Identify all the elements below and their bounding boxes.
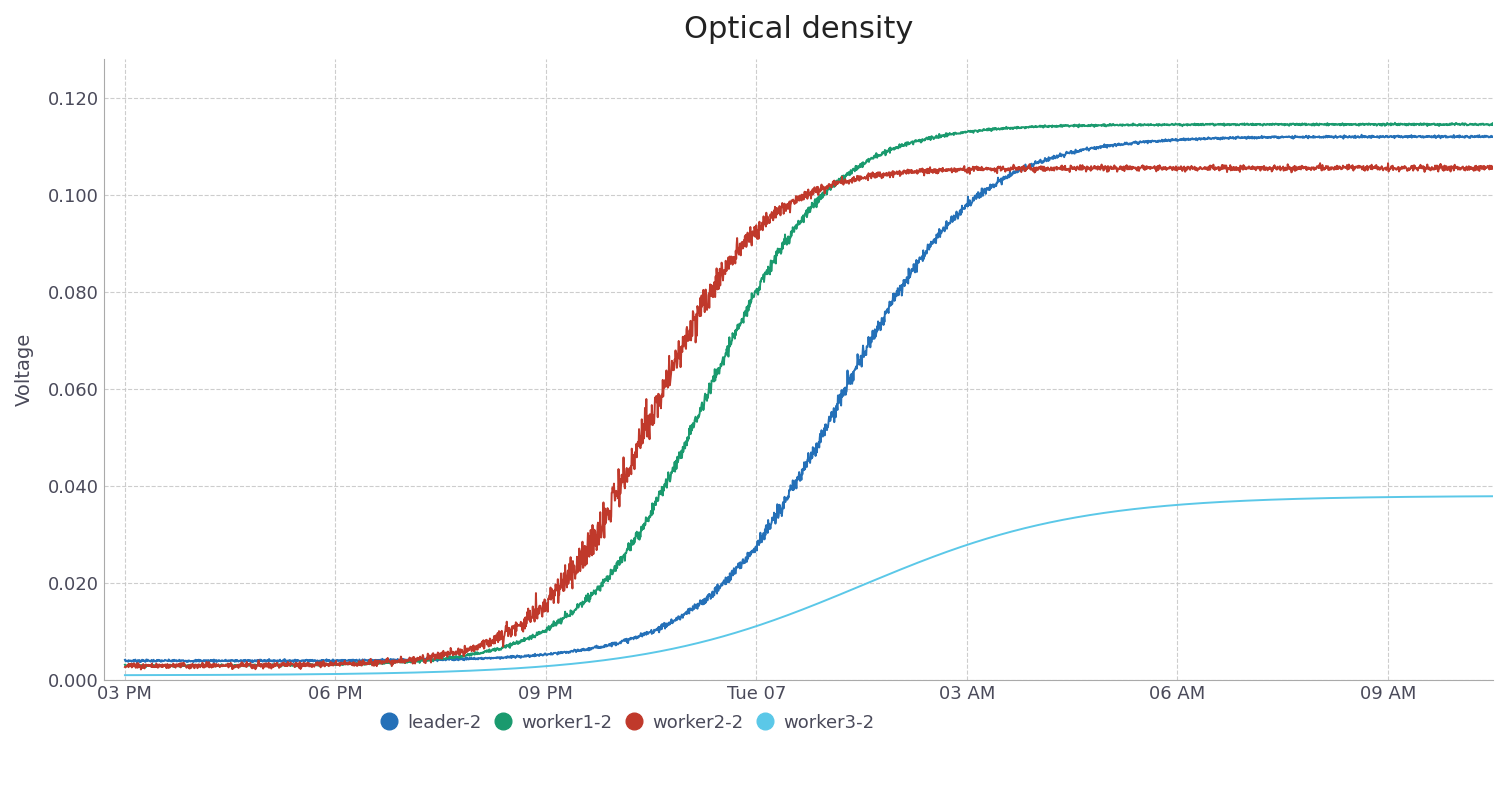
worker1-2 [700, 378, 718, 388]
Legend: leader-2, worker1-2, worker2-2, worker3-2: leader-2, worker1-2, worker2-2, worker3-… [382, 707, 881, 740]
worker1-2 [273, 660, 291, 669]
worker3-2 [1457, 492, 1475, 501]
leader-2 [1484, 132, 1502, 141]
worker3-2 [700, 635, 718, 645]
Line: worker1-2: worker1-2 [125, 123, 1493, 667]
worker3-2 [353, 668, 371, 678]
worker3-2 [1309, 493, 1327, 503]
Title: Optical density: Optical density [683, 15, 914, 44]
Line: worker3-2: worker3-2 [125, 496, 1493, 675]
leader-2 [116, 655, 134, 665]
worker2-2 [273, 659, 291, 668]
worker1-2 [1484, 119, 1502, 128]
leader-2 [1353, 130, 1371, 140]
worker3-2 [271, 670, 290, 680]
worker2-2 [700, 303, 718, 312]
worker2-2 [116, 662, 134, 672]
leader-2 [291, 657, 309, 667]
worker1-2 [1458, 121, 1476, 130]
worker3-2 [116, 670, 134, 680]
Line: worker2-2: worker2-2 [125, 163, 1493, 669]
worker1-2 [137, 662, 155, 672]
worker2-2 [1458, 163, 1476, 173]
Y-axis label: Voltage: Voltage [15, 333, 35, 406]
worker2-2 [1378, 159, 1396, 168]
leader-2 [641, 627, 659, 637]
leader-2 [1310, 132, 1329, 141]
worker1-2 [641, 512, 659, 522]
leader-2 [271, 657, 290, 666]
worker3-2 [1484, 492, 1502, 501]
leader-2 [353, 655, 371, 665]
worker2-2 [131, 665, 149, 674]
worker3-2 [641, 649, 659, 658]
worker2-2 [1484, 163, 1502, 173]
leader-2 [1458, 132, 1476, 141]
Line: leader-2: leader-2 [125, 135, 1493, 662]
worker1-2 [1310, 121, 1329, 130]
worker1-2 [353, 658, 371, 668]
worker1-2 [1386, 118, 1404, 128]
worker2-2 [641, 409, 659, 419]
worker2-2 [1310, 163, 1329, 173]
leader-2 [700, 589, 718, 599]
worker2-2 [353, 659, 371, 668]
worker1-2 [116, 660, 134, 669]
